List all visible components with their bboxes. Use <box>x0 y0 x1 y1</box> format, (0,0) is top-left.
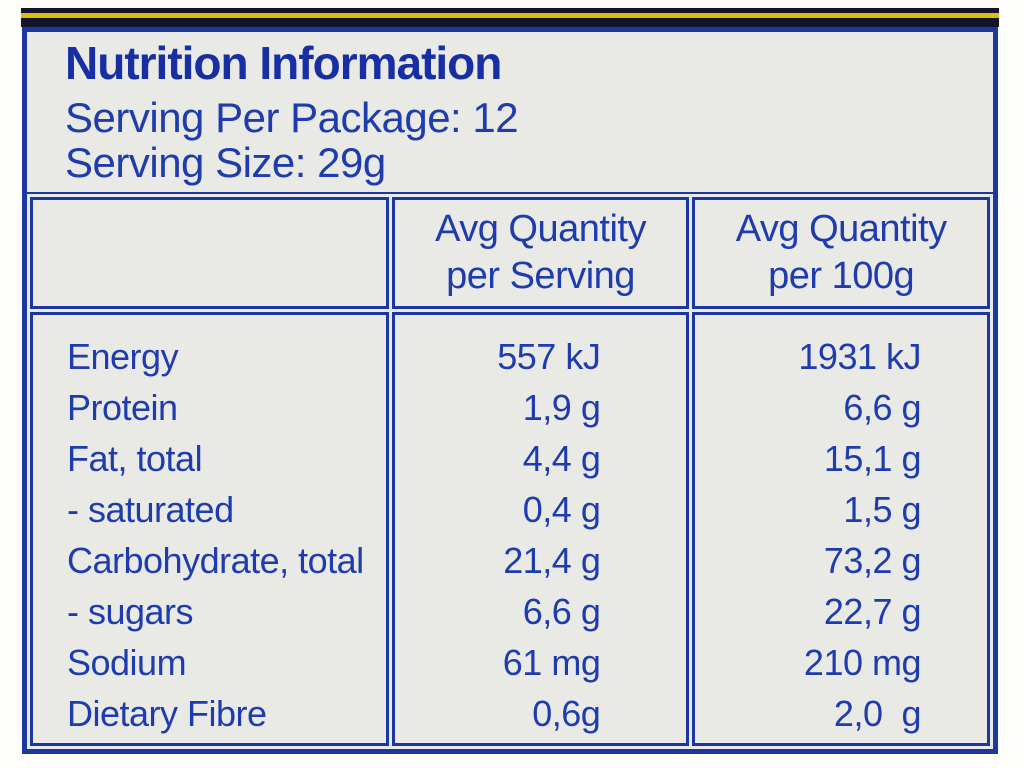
serving-per-package: Serving Per Package: 12 <box>65 94 519 141</box>
per-serving-value: 0,6g <box>532 693 601 734</box>
table-body-row: Energy Protein Fat, total - saturated Ca… <box>30 312 990 746</box>
nutrient-name: - sugars <box>67 591 194 632</box>
column-header-row: Avg Quantity per Serving Avg Quantity pe… <box>30 197 990 309</box>
per-serving-column: 557 kJ 1,9 g 4,4 g 0,4 g 21,4 g 6,6 g 61… <box>391 312 690 746</box>
nutrition-label: Nutrition Information Serving Per Packag… <box>22 27 998 754</box>
col-header-per-100g: Avg Quantity per 100g <box>692 197 990 309</box>
per-100g-value: 15,1 g <box>823 438 922 479</box>
col-header-line: Avg Quantity <box>735 208 947 250</box>
per-100g-value: 1931 kJ <box>798 336 921 377</box>
nutrient-name: Dietary Fibre <box>67 693 267 734</box>
package-edge-dark-line <box>21 8 999 13</box>
per-100g-value: 6,6 g <box>843 387 921 428</box>
label-title: Nutrition Information <box>65 37 502 89</box>
nutrient-name: Sodium <box>67 642 187 683</box>
per-100g-value: 1,5 g <box>843 489 921 530</box>
nutrient-name: Protein <box>67 387 178 428</box>
label-header: Nutrition Information Serving Per Packag… <box>27 32 993 194</box>
per-100g-value: 73,2 g <box>823 540 922 581</box>
col-header-line: per 100g <box>768 255 915 297</box>
serving-size: Serving Size: 29g <box>65 139 386 186</box>
per-100g-value: 2,0 g <box>833 693 922 734</box>
per-serving-value: 6,6 g <box>522 591 601 632</box>
nutrient-name: Energy <box>67 336 179 377</box>
package-edge <box>21 8 999 27</box>
col-header-line: per Serving <box>446 255 635 297</box>
nutrient-name-column: Energy Protein Fat, total - saturated Ca… <box>30 312 389 746</box>
per-serving-value: 21,4 g <box>503 540 601 581</box>
nutrient-name: Fat, total <box>67 438 203 479</box>
col-header-per-serving: Avg Quantity per Serving <box>391 197 690 309</box>
per-100g-column: 1931 kJ 6,6 g 15,1 g 1,5 g 73,2 g 22,7 g… <box>692 312 990 746</box>
per-100g-value: 210 mg <box>803 642 922 683</box>
per-serving-value: 4,4 g <box>522 438 601 479</box>
per-serving-value: 1,9 g <box>522 387 601 428</box>
nutrition-table: Avg Quantity per Serving Avg Quantity pe… <box>27 194 993 749</box>
per-serving-value: 0,4 g <box>522 489 601 530</box>
col-header-line: Avg Quantity <box>435 208 646 250</box>
package-edge-navy-band <box>21 18 999 27</box>
corner-cell <box>30 197 389 309</box>
per-serving-value: 557 kJ <box>497 336 601 377</box>
package-edge-yellow-line <box>21 13 999 18</box>
per-100g-value: 22,7 g <box>823 591 922 632</box>
nutrient-name: Carbohydrate, total <box>67 540 364 581</box>
per-serving-value: 61 mg <box>502 642 601 683</box>
nutrient-name: - saturated <box>67 489 234 530</box>
